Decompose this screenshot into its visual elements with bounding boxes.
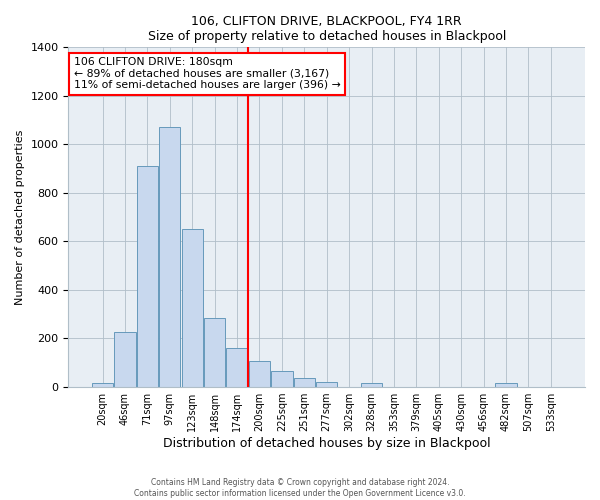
Title: 106, CLIFTON DRIVE, BLACKPOOL, FY4 1RR
Size of property relative to detached hou: 106, CLIFTON DRIVE, BLACKPOOL, FY4 1RR S… [148, 15, 506, 43]
Bar [271, 372, 293, 387]
Bar [249, 361, 270, 387]
Bar [226, 348, 248, 387]
Bar [182, 229, 203, 387]
Bar [293, 378, 315, 387]
Bar [496, 384, 517, 387]
X-axis label: Distribution of detached houses by size in Blackpool: Distribution of detached houses by size … [163, 437, 491, 450]
Bar [137, 166, 158, 387]
Bar [361, 384, 382, 387]
Text: 106 CLIFTON DRIVE: 180sqm
← 89% of detached houses are smaller (3,167)
11% of se: 106 CLIFTON DRIVE: 180sqm ← 89% of detac… [74, 57, 340, 90]
Bar [92, 384, 113, 387]
Text: Contains HM Land Registry data © Crown copyright and database right 2024.
Contai: Contains HM Land Registry data © Crown c… [134, 478, 466, 498]
Bar [316, 382, 337, 387]
Bar [115, 332, 136, 387]
Bar [159, 127, 181, 387]
Bar [204, 318, 225, 387]
Y-axis label: Number of detached properties: Number of detached properties [15, 130, 25, 304]
